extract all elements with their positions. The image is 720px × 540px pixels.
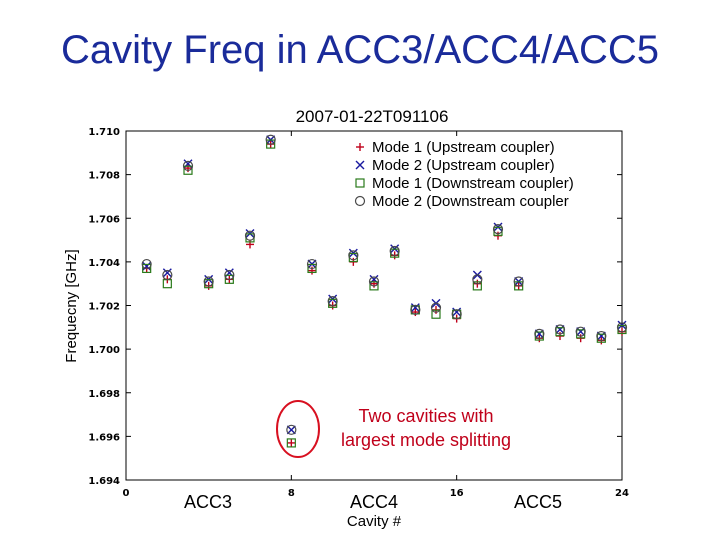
data-point-series-4 xyxy=(348,250,359,261)
data-point-series-3 xyxy=(307,263,317,274)
legend-label-3: Mode 1 (Downstream coupler) xyxy=(372,175,574,192)
data-point-series-2 xyxy=(555,324,565,334)
legend-label-1: Mode 1 (Upstream coupler) xyxy=(372,139,555,156)
data-point-series-4 xyxy=(306,258,318,270)
data-point-series-4 xyxy=(368,276,380,287)
legend-marker-2 xyxy=(355,160,365,170)
group-label-acc3: ACC3 xyxy=(184,492,232,512)
x-tick-label: 24 xyxy=(615,488,629,499)
data-point-series-4 xyxy=(596,330,607,342)
x-tick-label: 16 xyxy=(450,488,464,499)
data-point-series-3 xyxy=(514,281,524,291)
data-point-series-3 xyxy=(369,281,379,291)
slide-title: Cavity Freq in ACC3/ACC4/ACC5 xyxy=(61,28,659,72)
axis-ticks: 1.694 1.696 1.698 1.700 1.702 1.704 1.706 1.708… xyxy=(88,127,629,499)
y-tick-label: 1.704 xyxy=(88,258,120,269)
data-point-series-4 xyxy=(616,322,628,333)
data-point-series-4 xyxy=(244,230,256,241)
data-point-series-4 xyxy=(430,302,442,313)
x-tick-label: 0 xyxy=(123,488,130,499)
y-tick-label: 1.706 xyxy=(88,214,120,225)
data-point-series-4 xyxy=(203,276,214,287)
data-point-series-1 xyxy=(308,266,316,275)
data-point-series-4 xyxy=(224,269,235,281)
data-point-series-2 xyxy=(534,329,544,339)
data-point-series-3 xyxy=(224,274,234,284)
highlight-ellipse xyxy=(276,400,320,458)
y-tick-label: 1.708 xyxy=(88,171,120,182)
data-point-series-4 xyxy=(389,245,400,257)
data-point-series-4 xyxy=(162,269,173,281)
y-tick-label: 1.702 xyxy=(88,302,120,313)
data-point-series-1 xyxy=(287,438,296,447)
data-point-series-4 xyxy=(575,326,586,337)
data-point-series-4 xyxy=(472,274,483,285)
y-tick-label: 1.694 xyxy=(88,476,120,487)
legend-label-4: Mode 2 (Downstream coupler xyxy=(372,193,569,210)
data-point-series-3 xyxy=(286,438,296,448)
y-tick-label: 1.696 xyxy=(88,432,120,443)
y-tick-label: 1.710 xyxy=(88,127,120,138)
y-axis-label: Frequecny [GHz] xyxy=(63,249,80,362)
x-axis-label: Cavity # xyxy=(347,513,402,530)
y-tick-label: 1.700 xyxy=(88,345,120,356)
data-point-series-2 xyxy=(162,268,172,278)
data-point-series-2 xyxy=(452,307,462,317)
data-point-series-3 xyxy=(142,263,152,274)
data-point-series-3 xyxy=(266,139,276,149)
data-point-series-2 xyxy=(596,331,606,341)
x-tick-label: 8 xyxy=(288,488,295,499)
data-point-series-2 xyxy=(576,327,586,337)
data-point-series-4 xyxy=(286,424,297,435)
data-points xyxy=(141,134,628,448)
data-point-series-4 xyxy=(410,304,421,315)
data-point-series-4 xyxy=(534,328,545,339)
annotation-line-1: Two cavities with xyxy=(358,406,493,426)
group-label-acc4: ACC4 xyxy=(350,492,398,512)
legend-marker-1 xyxy=(356,143,364,151)
data-point-series-3 xyxy=(183,165,193,175)
data-point-series-2 xyxy=(410,303,420,313)
y-tick-label: 1.698 xyxy=(88,389,120,400)
legend: Mode 1 (Upstream coupler)Mode 2 (Upstrea… xyxy=(354,139,574,210)
data-point-series-4 xyxy=(327,296,338,307)
data-point-series-4 xyxy=(554,324,566,335)
data-point-series-4 xyxy=(141,258,152,270)
data-point-series-3 xyxy=(472,281,482,291)
chart-title: 2007-01-22T091106 xyxy=(296,107,449,126)
annotation-line-2: largest mode splitting xyxy=(341,430,511,450)
data-point-series-4 xyxy=(265,134,276,145)
data-point-series-2 xyxy=(142,261,152,271)
data-point-series-2 xyxy=(286,425,296,435)
data-point-series-4 xyxy=(492,224,504,235)
legend-label-2: Mode 2 (Upstream coupler) xyxy=(372,157,555,174)
data-point-series-4 xyxy=(182,160,194,171)
data-point-series-4 xyxy=(451,309,462,320)
group-label-acc5: ACC5 xyxy=(514,492,562,512)
data-point-series-4 xyxy=(513,276,524,287)
data-point-series-3 xyxy=(431,309,441,319)
legend-marker-3 xyxy=(355,178,365,188)
legend-marker-4 xyxy=(354,195,366,207)
